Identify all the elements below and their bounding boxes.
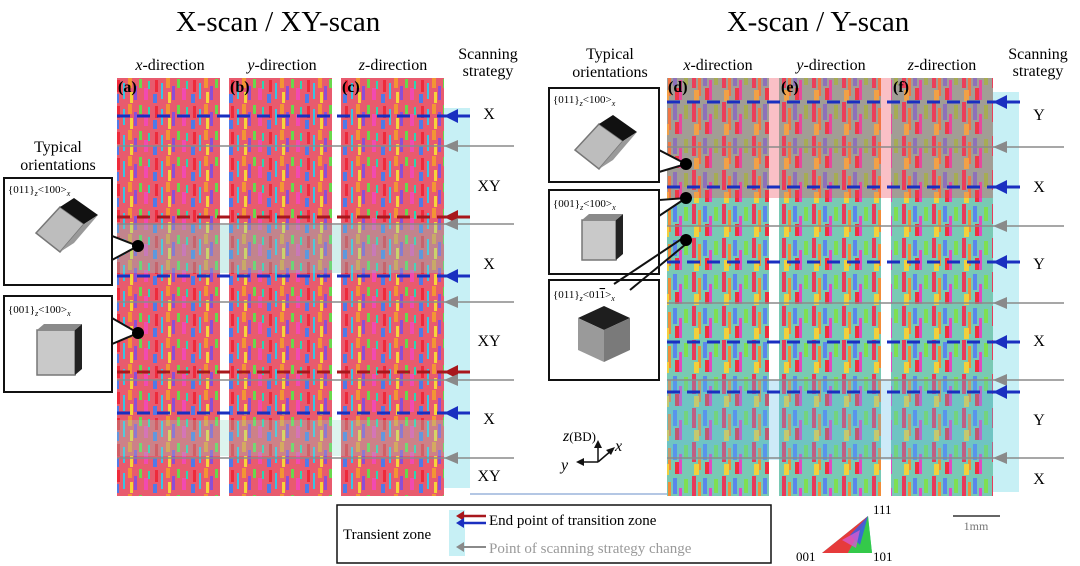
right-callout-dot-2 (680, 192, 692, 204)
left-strategy-2: XY (477, 178, 501, 195)
scale-bar: 1mm (953, 515, 1000, 533)
right-callout-dot-1 (680, 158, 692, 170)
left-lines (117, 109, 514, 464)
panel-label-a: (a) (118, 79, 137, 96)
left-orientation-box-2: {001}z<100>x (3, 295, 113, 393)
svg-text:x-direction: x-direction (134, 57, 204, 74)
left-column-header-a: x-direction (134, 57, 204, 74)
right-title: X-scan / Y-scan (727, 6, 910, 38)
right-transient-strip (993, 92, 1019, 492)
right-column-header-e: y-direction (794, 57, 865, 74)
left-title: X-scan / XY-scan (176, 6, 381, 38)
left-callout-2 (111, 316, 141, 346)
left-strategy-header-2: strategy (463, 63, 514, 80)
svg-text:x-direction: x-direction (682, 57, 752, 74)
left-callout-1 (111, 234, 141, 262)
left-strategy-header-1: Scanning (458, 46, 518, 63)
right-strategy-4: X (1033, 333, 1045, 350)
right-typical-label-2: orientations (572, 64, 648, 81)
left-typical-label-2: orientations (20, 157, 96, 174)
left-strategy-6: XY (477, 468, 501, 485)
right-typical-label-1: Typical (586, 46, 634, 63)
panel-label-e: (e) (781, 79, 799, 96)
right-lines (667, 95, 1064, 464)
svg-text:y-direction: y-direction (794, 57, 865, 74)
left-strategy-3: X (483, 256, 495, 273)
right-callout-2 (658, 196, 690, 218)
left-callout-dot-1 (132, 240, 144, 252)
cube-front-icon (36, 324, 82, 376)
right-callout-3-line-b (629, 243, 687, 291)
left-column-header-b: y-direction (245, 57, 316, 74)
legend-transient-label: Transient zone (343, 527, 432, 543)
svg-text:{011}z<011>x: {011}z<011>x (553, 289, 615, 303)
svg-text:z(BD): z(BD) (562, 428, 596, 445)
left-typical-label-1: Typical (34, 139, 82, 156)
cube-rotated-icon (34, 198, 98, 254)
legend-end-point-text: End point of transition zone (489, 513, 657, 529)
right-orientation-box-1: {011}z<100>x (548, 87, 660, 183)
right-strategy-2: X (1033, 179, 1045, 196)
coordinate-axes: z(BD) x y (559, 428, 622, 474)
panel-label-d: (d) (668, 79, 688, 96)
svg-text:x: x (614, 438, 622, 455)
right-callout-dot-3 (680, 234, 692, 246)
panel-label-b: (b) (230, 79, 250, 96)
panel-label-f: (f) (893, 79, 909, 96)
left-strategy-1: X (483, 106, 495, 123)
svg-text:{001}z<100>x: {001}z<100>x (8, 304, 71, 318)
svg-text:101: 101 (873, 549, 893, 564)
svg-text:111: 111 (873, 502, 892, 517)
right-strategy-6: X (1033, 471, 1045, 488)
right-orientation-box-2: {001}z<100>x (548, 189, 660, 275)
right-strategy-header-2: strategy (1013, 63, 1064, 80)
svg-text:1mm: 1mm (964, 519, 989, 533)
right-strategy-header-1: Scanning (1008, 46, 1068, 63)
left-ebsd-maps (117, 78, 470, 496)
left-orientation-box-1: {011}z<100>x (3, 177, 113, 286)
cube-dark-icon (578, 306, 630, 362)
left-callout-dot-2 (132, 327, 144, 339)
panel-label-c: (c) (342, 79, 360, 96)
cube-rotated-icon (573, 115, 637, 171)
svg-text:{011}z<100>x: {011}z<100>x (553, 94, 616, 108)
svg-text:{001}z<100>x: {001}z<100>x (553, 198, 616, 212)
right-strategy-5: Y (1033, 412, 1045, 429)
right-ebsd-maps (667, 78, 1019, 496)
left-column-header-c: z-direction (358, 57, 427, 74)
legend-arrow-end-point (456, 511, 486, 528)
svg-text:y: y (559, 457, 569, 474)
legend-arrow-strategy-change (456, 542, 486, 552)
svg-text:z-direction: z-direction (358, 57, 427, 74)
right-callout-3-line-a (613, 235, 687, 285)
ipf-color-key: 111 001 101 (796, 502, 893, 564)
map-b (229, 78, 332, 496)
right-strategy-3: Y (1033, 256, 1045, 273)
left-strategy-5: X (483, 411, 495, 428)
right-callout-1 (658, 148, 689, 174)
legend-box: Transient zone End point of transition z… (336, 504, 772, 564)
svg-text:z-direction: z-direction (907, 57, 976, 74)
cube-front-icon (581, 214, 623, 261)
right-orientation-box-3: {011}z<011>x (548, 279, 660, 381)
map-c (341, 78, 444, 496)
svg-text:001: 001 (796, 549, 816, 564)
map-a (117, 78, 220, 496)
right-strategy-1: Y (1033, 107, 1045, 124)
legend-strategy-change-text: Point of scanning strategy change (489, 541, 692, 557)
svg-text:{011}z<100>x: {011}z<100>x (8, 184, 71, 198)
left-strategy-4: XY (477, 333, 501, 350)
right-column-header-d: x-direction (682, 57, 752, 74)
right-column-header-f: z-direction (907, 57, 976, 74)
svg-text:y-direction: y-direction (245, 57, 316, 74)
